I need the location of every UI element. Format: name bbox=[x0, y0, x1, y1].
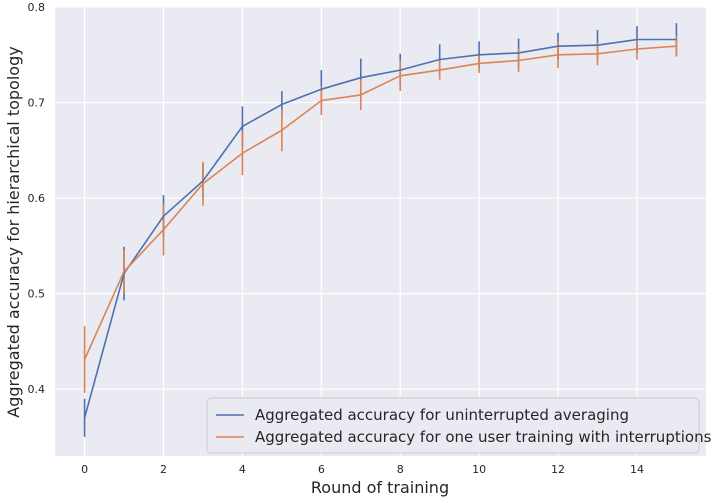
y-tick-label: 0.5 bbox=[28, 288, 46, 301]
series-lines bbox=[83, 38, 677, 419]
y-tick-label: 0.4 bbox=[28, 383, 46, 396]
y-tick-label: 0.7 bbox=[28, 97, 46, 110]
y-tick-label: 0.6 bbox=[28, 192, 46, 205]
legend: Aggregated accuracy for uninterrupted av… bbox=[206, 397, 712, 454]
x-tick-label: 0 bbox=[81, 463, 88, 476]
series-line-interruptions bbox=[83, 45, 677, 360]
series-line-uninterrupted bbox=[83, 38, 677, 419]
legend-label-uninterrupted: Aggregated accuracy for uninterrupted av… bbox=[255, 406, 629, 424]
y-tick-labels: 0.4 0.5 0.6 0.7 0.8 bbox=[28, 1, 46, 396]
y-tick-label: 0.8 bbox=[28, 1, 46, 14]
y-axis-label: Aggregated accuracy for hierarchical top… bbox=[4, 46, 23, 417]
x-tick-label: 12 bbox=[551, 463, 565, 476]
x-tick-label: 4 bbox=[239, 463, 246, 476]
legend-label-interruptions: Aggregated accuracy for one user trainin… bbox=[255, 428, 712, 446]
x-tick-labels: 0 2 4 6 8 10 12 14 bbox=[81, 463, 644, 476]
x-tick-label: 6 bbox=[318, 463, 325, 476]
legend-box bbox=[206, 397, 700, 454]
x-tick-label: 8 bbox=[397, 463, 404, 476]
x-axis-label: Round of training bbox=[311, 478, 449, 497]
x-tick-label: 10 bbox=[472, 463, 486, 476]
x-tick-label: 14 bbox=[630, 463, 644, 476]
x-tick-label: 2 bbox=[160, 463, 167, 476]
